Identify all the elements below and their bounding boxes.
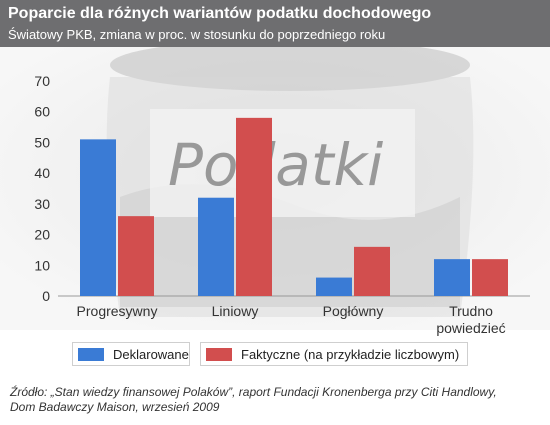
legend-item-faktyczne: Faktyczne (na przykładzie liczbowym) bbox=[200, 342, 468, 366]
legend-label-faktyczne: Faktyczne (na przykładzie liczbowym) bbox=[241, 347, 460, 362]
x-tick-label: Trudno powiedzieć bbox=[436, 303, 505, 336]
x-tick-label: Pogłówny bbox=[323, 303, 384, 319]
y-tick-label: 40 bbox=[34, 165, 50, 181]
bar-faktyczne-3 bbox=[472, 259, 508, 296]
source-line-1: Źródło: „Stan wiedzy finansowej Polaków”… bbox=[10, 385, 497, 399]
bar-deklarowane-3 bbox=[434, 259, 470, 296]
bar-faktyczne-2 bbox=[354, 246, 390, 296]
chart-title: Poparcie dla różnych wariantów podatku d… bbox=[8, 5, 432, 22]
source-note: Źródło: „Stan wiedzy finansowej Polaków”… bbox=[10, 385, 540, 415]
legend: Deklarowane Faktyczne (na przykładzie li… bbox=[0, 342, 550, 372]
x-tick-label: Progresywny bbox=[77, 303, 158, 319]
jar-label-text: Podatki bbox=[168, 131, 383, 199]
y-tick-label: 60 bbox=[34, 104, 50, 120]
y-tick-label: 70 bbox=[34, 73, 50, 89]
bar-deklarowane-1 bbox=[198, 197, 234, 296]
legend-swatch-faktyczne bbox=[206, 348, 232, 361]
jar-lid bbox=[110, 39, 470, 91]
y-tick-label: 30 bbox=[34, 196, 50, 212]
legend-label-deklarowane: Deklarowane bbox=[113, 347, 189, 362]
legend-swatch-deklarowane bbox=[78, 348, 104, 361]
bar-chart: 0 10 20 30 40 50 60 70 Progresywny Liniowy Pogłówn… bbox=[34, 73, 530, 336]
x-tick-label: Liniowy bbox=[212, 303, 259, 319]
bar-deklarowane-2 bbox=[316, 277, 352, 296]
y-tick-label: 10 bbox=[34, 257, 50, 273]
y-tick-label: 50 bbox=[34, 134, 50, 150]
chart-subtitle: Światowy PKB, zmiana w proc. w stosunku … bbox=[8, 27, 386, 42]
jar-label-card bbox=[150, 109, 415, 217]
legend-item-deklarowane: Deklarowane bbox=[72, 342, 190, 366]
y-tick-label: 20 bbox=[34, 227, 50, 243]
source-line-2: Dom Badawczy Maison, wrzesień 2009 bbox=[10, 400, 220, 414]
y-tick-label: 0 bbox=[42, 288, 50, 304]
bar-faktyczne-1 bbox=[236, 117, 272, 296]
chart-header: Poparcie dla różnych wariantów podatku d… bbox=[0, 0, 550, 47]
bar-faktyczne-0 bbox=[118, 216, 154, 296]
bar-deklarowane-0 bbox=[80, 139, 116, 296]
